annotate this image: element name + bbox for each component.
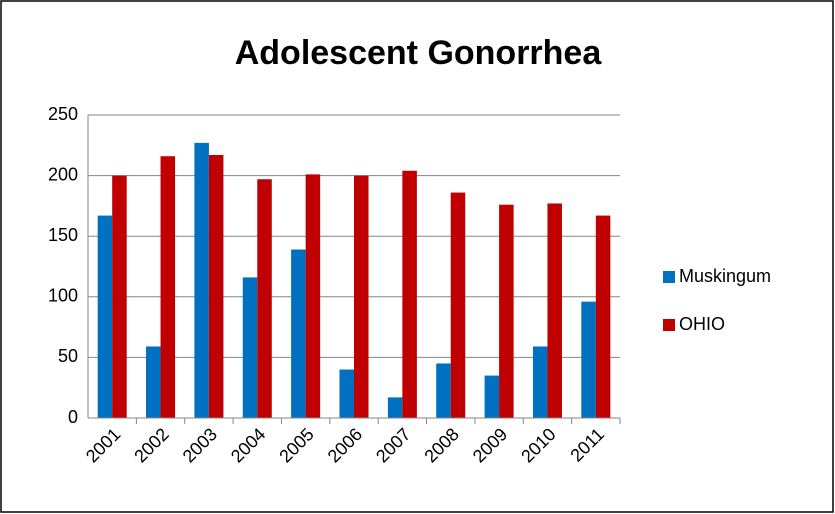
legend-swatch (663, 319, 675, 331)
bar (112, 175, 127, 418)
y-tick-label: 0 (68, 407, 78, 427)
bar (581, 301, 596, 418)
chart-title: Adolescent Gonorrhea (235, 34, 603, 72)
bar (387, 397, 403, 418)
legend-label: Muskingum (679, 266, 771, 286)
y-tick-label: 250 (48, 104, 78, 124)
bar (160, 156, 176, 418)
y-tick-label: 150 (48, 225, 78, 245)
bar (242, 277, 258, 418)
y-tick-label: 100 (48, 286, 78, 306)
bar (257, 179, 272, 418)
bar (402, 170, 417, 418)
bar (532, 346, 548, 418)
bar (291, 249, 306, 418)
bar (146, 346, 161, 418)
bar (595, 215, 611, 418)
bar (339, 369, 354, 418)
bar (208, 154, 224, 418)
y-tick-label: 200 (48, 164, 78, 184)
bar (547, 203, 562, 418)
bar (450, 192, 466, 418)
bar (436, 363, 451, 418)
bar (305, 174, 321, 418)
y-tick-label: 50 (58, 346, 78, 366)
legend-label: OHIO (679, 314, 725, 334)
bar (354, 175, 369, 418)
bar (194, 142, 209, 418)
bar (499, 204, 514, 418)
bar (484, 375, 500, 418)
bar (97, 215, 113, 418)
legend-swatch (663, 271, 675, 283)
